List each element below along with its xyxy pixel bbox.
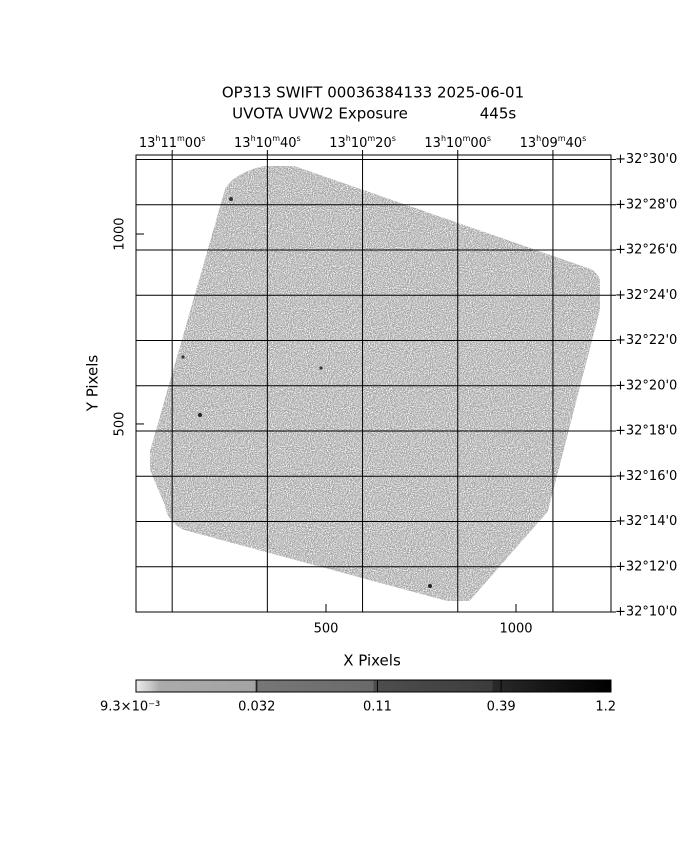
exposure-time: 445s bbox=[480, 105, 517, 123]
chart-title: OP313 SWIFT 00036384133 2025-06-01 bbox=[222, 84, 524, 102]
right-tick-label: +32°18'0 bbox=[615, 424, 677, 439]
right-tick-label: +32°16'0 bbox=[615, 469, 677, 484]
sky-image bbox=[147, 163, 603, 604]
colorbar-tick-label: 0.11 bbox=[363, 700, 392, 715]
colorbar-tick-label: 1.2 bbox=[595, 700, 616, 715]
source bbox=[319, 366, 323, 370]
y-tick-label: 500 bbox=[113, 412, 128, 437]
source bbox=[198, 413, 202, 417]
top-tick-label: 13h10m40s bbox=[234, 134, 301, 151]
source bbox=[428, 584, 432, 588]
chart-subtitle: UVOTA UVW2 Exposure bbox=[232, 105, 408, 123]
colorbar-tick-label: 0.032 bbox=[238, 700, 275, 715]
right-tick-label: +32°26'0 bbox=[615, 243, 677, 258]
right-tick-label: +32°30'0 bbox=[615, 152, 677, 167]
right-tick-label: +32°14'0 bbox=[615, 514, 677, 529]
colorbar bbox=[135, 679, 612, 693]
colorbar-tick-label: 9.3×10⁻³ bbox=[100, 700, 160, 715]
source bbox=[181, 355, 185, 359]
x-axis-label: X Pixels bbox=[343, 652, 401, 670]
top-tick-label: 13h09m40s bbox=[520, 134, 587, 151]
right-tick-label: +32°24'0 bbox=[615, 288, 677, 303]
right-tick-label: +32°22'0 bbox=[615, 333, 677, 348]
x-tick-label: 500 bbox=[314, 622, 339, 637]
top-tick-label: 13h10m20s bbox=[329, 134, 396, 151]
right-tick-label: +32°12'0 bbox=[615, 559, 677, 574]
top-tick-label: 13h10m00s bbox=[424, 134, 491, 151]
right-tick-label: +32°10'0 bbox=[615, 605, 677, 620]
colorbar-tick-label: 0.39 bbox=[487, 700, 516, 715]
exposure-region bbox=[147, 163, 603, 604]
y-axis-label: Y Pixels bbox=[84, 355, 102, 413]
top-tick-label: 13h11m00s bbox=[139, 134, 206, 151]
y-tick-label: 1000 bbox=[113, 217, 128, 250]
right-tick-label: +32°20'0 bbox=[615, 378, 677, 393]
x-tick-label: 1000 bbox=[499, 622, 532, 637]
source bbox=[229, 197, 233, 201]
right-tick-label: +32°28'0 bbox=[615, 197, 677, 212]
